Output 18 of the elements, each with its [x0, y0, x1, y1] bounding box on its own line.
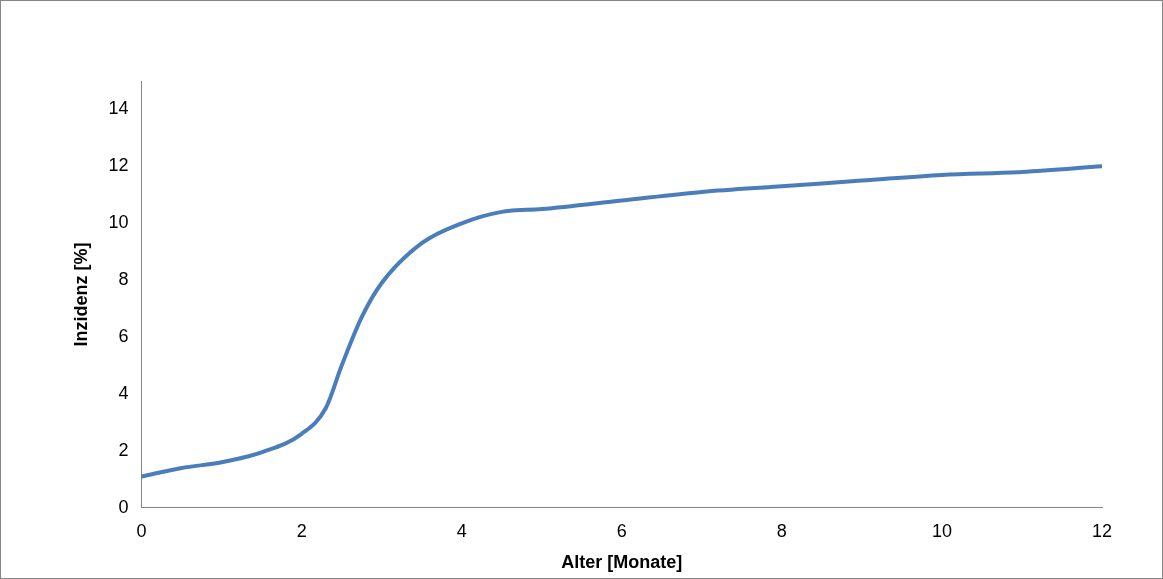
x-tick-label: 4: [456, 520, 467, 541]
line-series: [141, 164, 1102, 479]
y-tick-label: 10: [108, 212, 129, 233]
x-tick-label: 8: [776, 520, 787, 541]
y-tick-label: 0: [118, 496, 129, 517]
y-tick-label: 6: [118, 326, 129, 347]
y-tick-label: 12: [108, 155, 129, 176]
x-tick-label: 2: [296, 520, 307, 541]
x-tick-label: 10: [931, 520, 952, 541]
y-tick-label: 14: [108, 98, 129, 119]
x-tick-label: 6: [616, 520, 627, 541]
y-tick-label: 4: [118, 382, 129, 403]
y-tick-label: 2: [118, 439, 129, 460]
y-axis-title: Inzidenz [%]: [70, 242, 91, 347]
x-tick-label: 12: [1091, 520, 1113, 541]
x-axis-title: Alter [Monate]: [561, 552, 683, 573]
x-tick-label: 0: [136, 520, 147, 541]
y-tick-label: 8: [118, 269, 129, 290]
